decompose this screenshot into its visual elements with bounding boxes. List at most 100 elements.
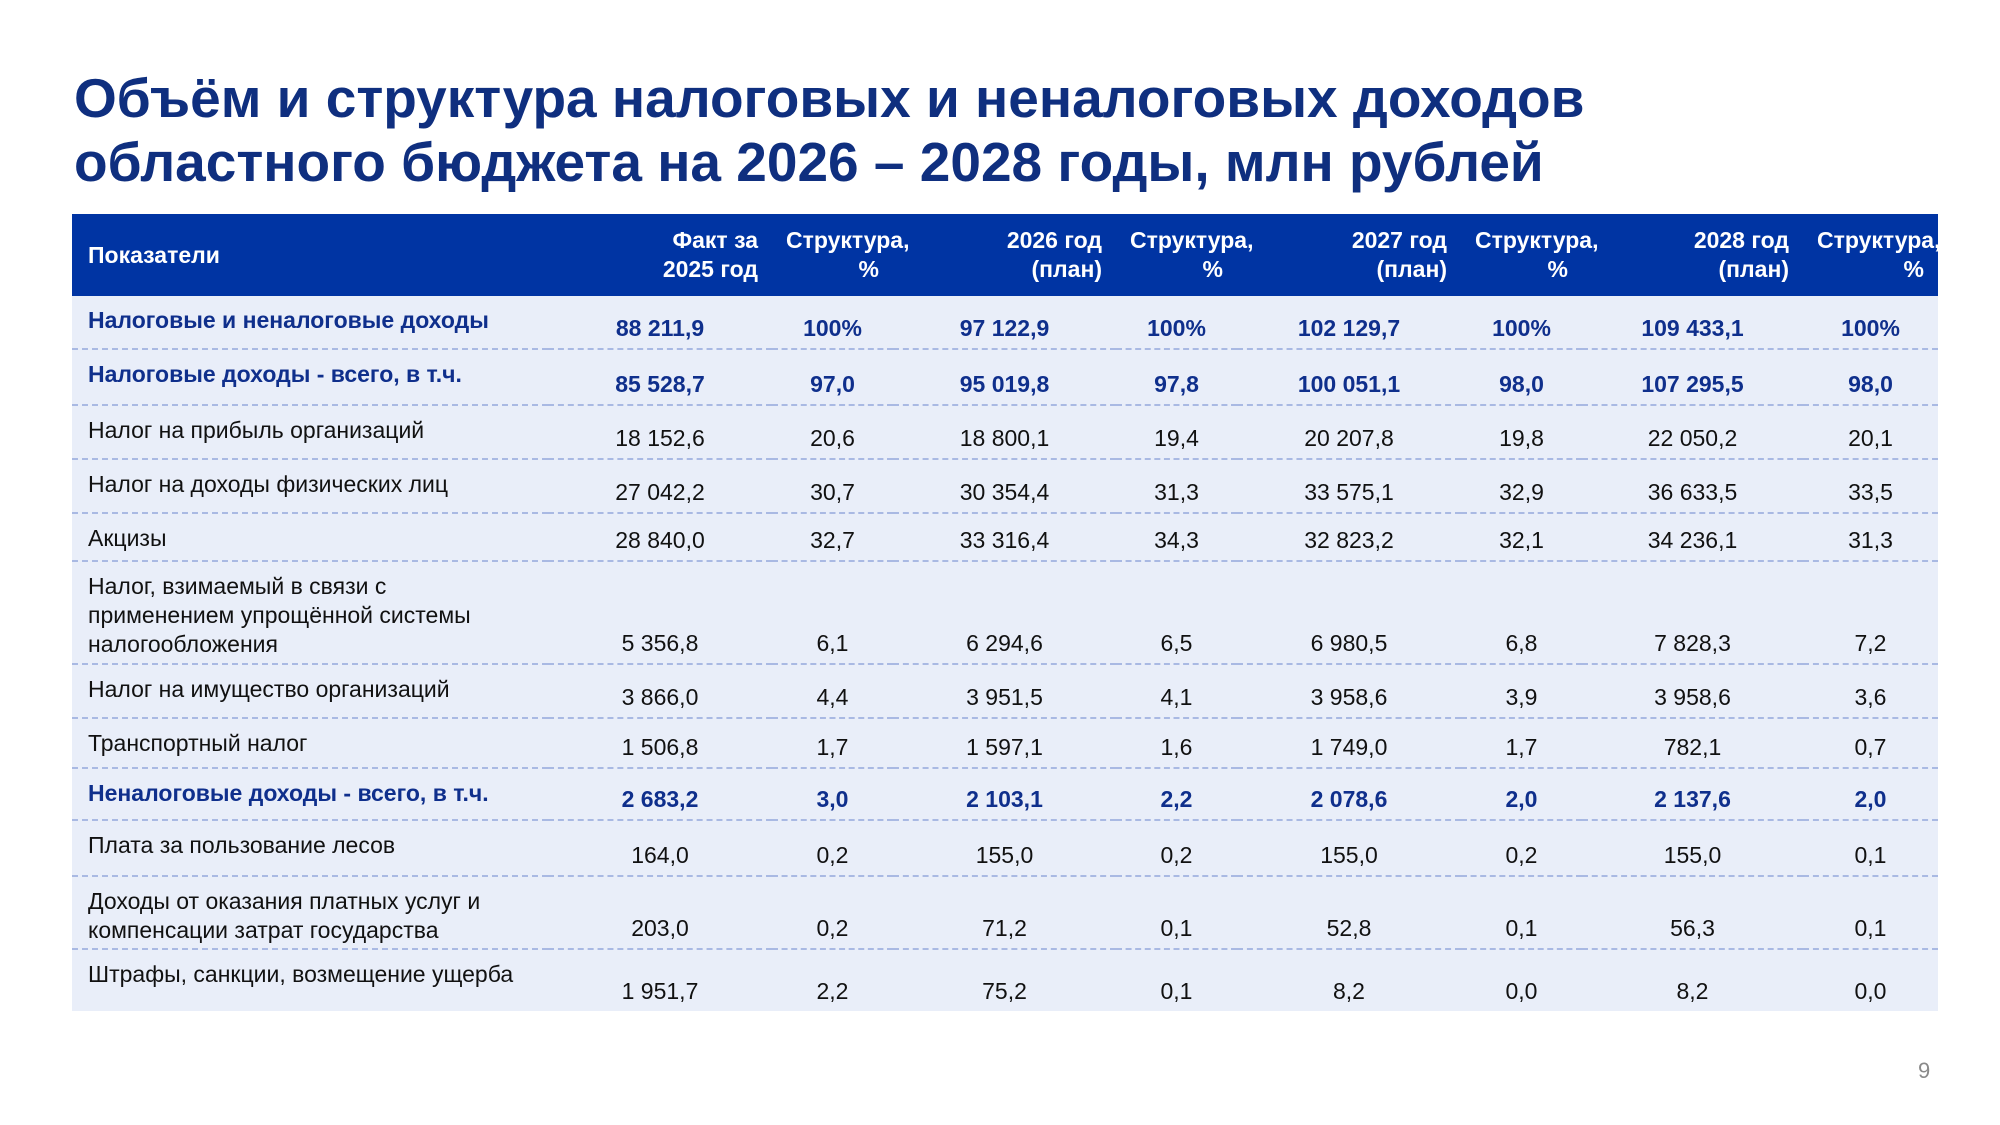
slide-title-line-1: Объём и структура налоговых и неналоговы…	[74, 67, 1585, 129]
cell-fact-2025: 5 356,8	[548, 561, 772, 665]
header-structure-2027-line-1: Структура,	[1475, 227, 1599, 253]
cell-structure-2027: 0,0	[1461, 949, 1582, 1011]
cell-structure-2027: 32,1	[1461, 513, 1582, 562]
header-plan-2028-line-1: 2028 год	[1693, 227, 1789, 253]
cell-structure-2026: 6,5	[1116, 561, 1237, 665]
cell-plan-2026: 95 019,8	[893, 349, 1116, 406]
header-structure-2028-line-2: %	[1903, 256, 1924, 282]
header-plan-2028: 2028 год (план)	[1582, 214, 1803, 296]
header-structure-2026: Структура, %	[1116, 214, 1254, 296]
cell-plan-2026: 97 122,9	[893, 296, 1116, 350]
header-plan-2026-line-2: (план)	[1031, 256, 1102, 282]
cell-structure-2028: 31,3	[1803, 513, 1938, 562]
header-structure-2028: Структура, %	[1803, 214, 1941, 296]
row-label: Налог, взимаемый в связи с применением у…	[72, 561, 548, 665]
cell-structure-2027: 0,2	[1461, 820, 1582, 877]
cell-structure-2027: 2,0	[1461, 768, 1582, 821]
cell-structure-2026: 34,3	[1116, 513, 1237, 562]
cell-structure-2028: 0,0	[1803, 949, 1938, 1011]
cell-structure-2027: 100%	[1461, 296, 1582, 350]
header-plan-2028-line-2: (план)	[1718, 256, 1789, 282]
cell-fact-2025: 28 840,0	[548, 513, 772, 562]
cell-plan-2027: 33 575,1	[1237, 459, 1461, 514]
cell-structure-2026: 2,2	[1116, 768, 1237, 821]
cell-structure-2027: 19,8	[1461, 405, 1582, 460]
row-label: Налоговые и неналоговые доходы	[72, 296, 548, 350]
cell-plan-2028: 109 433,1	[1582, 296, 1803, 350]
cell-fact-2025: 85 528,7	[548, 349, 772, 406]
header-plan-2026-line-1: 2026 год	[1006, 227, 1102, 253]
table-row-transport-tax: Транспортный налог 1 506,8 1,7 1 597,1 1…	[72, 718, 1938, 769]
cell-structure-2028: 33,5	[1803, 459, 1938, 514]
cell-structure-2026: 0,2	[1116, 820, 1237, 877]
cell-plan-2027: 20 207,8	[1237, 405, 1461, 460]
header-fact-2025: Факт за 2025 год	[548, 214, 772, 296]
row-label: Доходы от оказания платных услуг и компе…	[72, 876, 548, 950]
row-label: Неналоговые доходы - всего, в т.ч.	[72, 768, 548, 821]
cell-plan-2028: 155,0	[1582, 820, 1803, 877]
cell-structure-2028: 2,0	[1803, 768, 1938, 821]
cell-structure-2025: 2,2	[772, 949, 893, 1011]
header-structure-2025: Структура, %	[772, 214, 910, 296]
cell-structure-2025: 6,1	[772, 561, 893, 665]
cell-plan-2028: 782,1	[1582, 718, 1803, 769]
cell-plan-2026: 155,0	[893, 820, 1116, 877]
table-row-non-tax-revenue: Неналоговые доходы - всего, в т.ч. 2 683…	[72, 768, 1938, 821]
header-plan-2027: 2027 год (план)	[1237, 214, 1461, 296]
cell-plan-2027: 8,2	[1237, 949, 1461, 1011]
row-label: Плата за пользование лесов	[72, 820, 548, 877]
header-structure-2025-line-2: %	[858, 256, 879, 282]
page-number: 9	[1918, 1058, 1931, 1083]
header-structure-2025-line-1: Структура,	[786, 227, 910, 253]
cell-fact-2025: 203,0	[548, 876, 772, 950]
header-structure-2026-line-1: Структура,	[1130, 227, 1254, 253]
cell-plan-2028: 107 295,5	[1582, 349, 1803, 406]
header-plan-2026: 2026 год (план)	[893, 214, 1116, 296]
row-label: Налог на прибыль организаций	[72, 405, 548, 460]
table-row-excise: Акцизы 28 840,0 32,7 33 316,4 34,3 32 82…	[72, 513, 1938, 562]
cell-structure-2028: 0,1	[1803, 876, 1938, 950]
cell-plan-2027: 1 749,0	[1237, 718, 1461, 769]
header-structure-2028-line-1: Структура,	[1817, 227, 1941, 253]
cell-structure-2027: 3,9	[1461, 664, 1582, 719]
cell-plan-2027: 100 051,1	[1237, 349, 1461, 406]
cell-plan-2027: 52,8	[1237, 876, 1461, 950]
cell-fact-2025: 3 866,0	[548, 664, 772, 719]
cell-structure-2026: 100%	[1116, 296, 1237, 350]
cell-plan-2026: 3 951,5	[893, 664, 1116, 719]
row-label: Акцизы	[72, 513, 548, 562]
row-label: Транспортный налог	[72, 718, 548, 769]
cell-fact-2025: 1 506,8	[548, 718, 772, 769]
cell-structure-2027: 32,9	[1461, 459, 1582, 514]
cell-plan-2027: 2 078,6	[1237, 768, 1461, 821]
header-structure-2027: Структура, %	[1461, 214, 1599, 296]
cell-structure-2025: 30,7	[772, 459, 893, 514]
cell-structure-2028: 3,6	[1803, 664, 1938, 719]
cell-plan-2028: 34 236,1	[1582, 513, 1803, 562]
cell-structure-2026: 4,1	[1116, 664, 1237, 719]
cell-structure-2025: 97,0	[772, 349, 893, 406]
cell-plan-2028: 56,3	[1582, 876, 1803, 950]
header-fact-2025-line-2: 2025 год	[662, 256, 758, 282]
cell-plan-2027: 32 823,2	[1237, 513, 1461, 562]
cell-plan-2026: 6 294,6	[893, 561, 1116, 665]
cell-fact-2025: 1 951,7	[548, 949, 772, 1011]
cell-plan-2026: 33 316,4	[893, 513, 1116, 562]
table-row-fines: Штрафы, санкции, возмещение ущерба 1 951…	[72, 949, 1938, 1011]
cell-structure-2025: 4,4	[772, 664, 893, 719]
row-label: Налог на имущество организаций	[72, 664, 548, 719]
revenue-table: Показатели Факт за 2025 год Структура, %…	[72, 214, 1941, 1011]
cell-structure-2027: 98,0	[1461, 349, 1582, 406]
cell-plan-2027: 102 129,7	[1237, 296, 1461, 350]
header-indicators: Показатели	[72, 214, 548, 296]
cell-structure-2026: 19,4	[1116, 405, 1237, 460]
cell-structure-2028: 0,7	[1803, 718, 1938, 769]
table-row-profit-tax: Налог на прибыль организаций 18 152,6 20…	[72, 405, 1938, 460]
cell-plan-2028: 3 958,6	[1582, 664, 1803, 719]
header-plan-2027-line-2: (план)	[1376, 256, 1447, 282]
table-row-tax-revenue: Налоговые доходы - всего, в т.ч. 85 528,…	[72, 349, 1938, 406]
table-header-row: Показатели Факт за 2025 год Структура, %…	[72, 214, 1941, 296]
cell-plan-2026: 2 103,1	[893, 768, 1116, 821]
cell-structure-2026: 1,6	[1116, 718, 1237, 769]
row-label: Штрафы, санкции, возмещение ущерба	[72, 949, 548, 1011]
